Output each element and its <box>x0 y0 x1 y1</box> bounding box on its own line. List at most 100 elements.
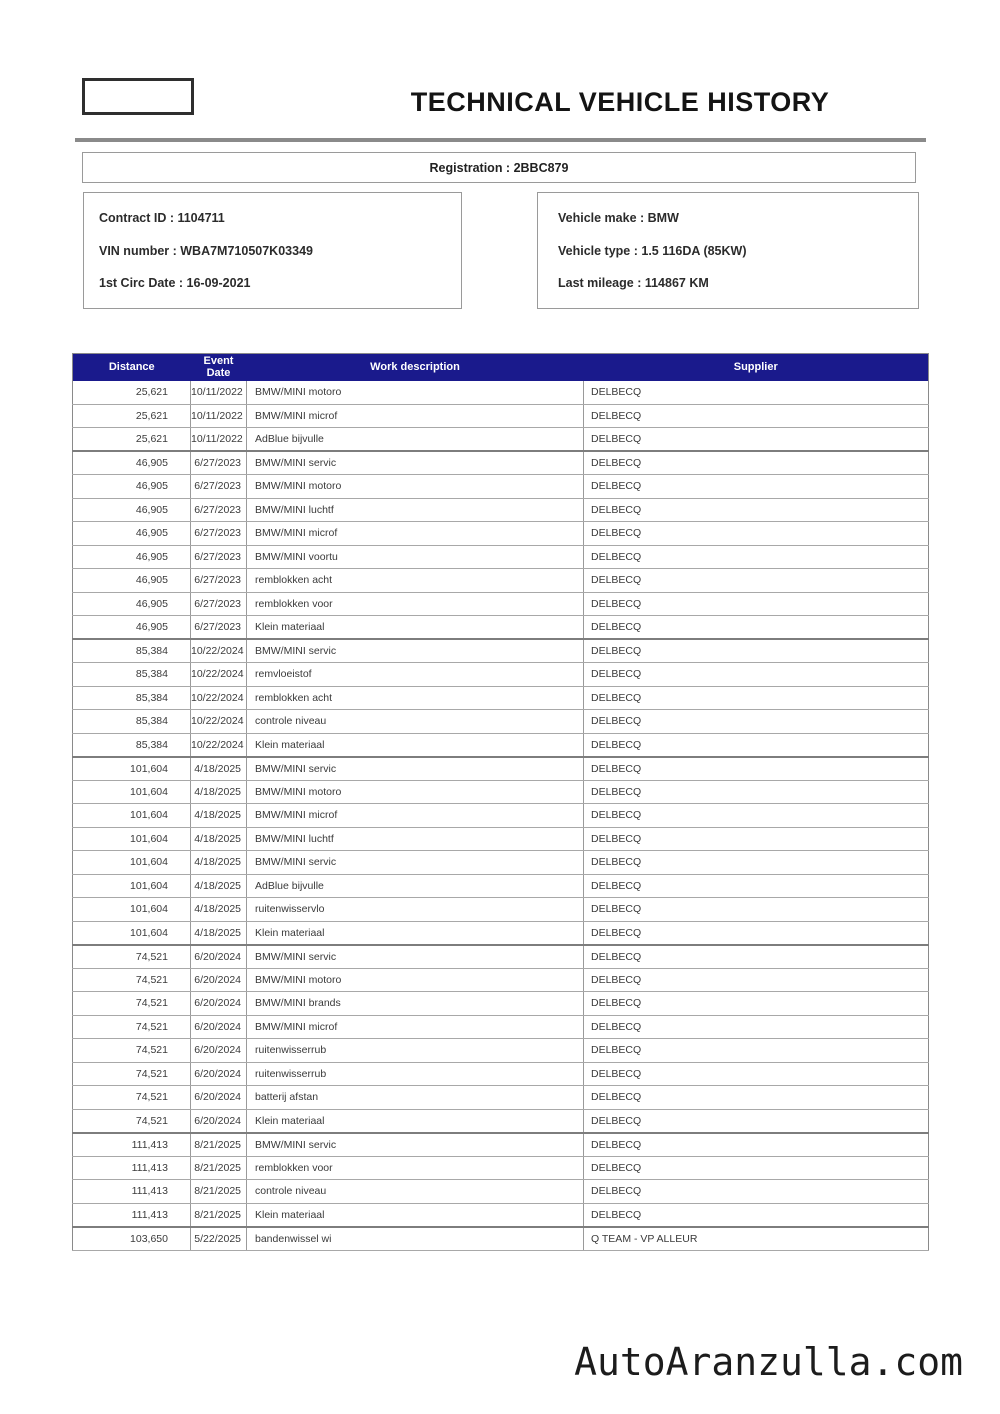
cell-distance: 103,650 <box>72 1226 191 1251</box>
cell-work: BMW/MINI servic <box>246 1132 584 1157</box>
cell-distance: 25,621 <box>72 380 191 405</box>
vehicle-info-box: Vehicle make : BMW Vehicle type : 1.5 11… <box>537 192 919 309</box>
cell-distance: 74,521 <box>72 1015 191 1039</box>
cell-work: BMW/MINI motoro <box>246 380 584 405</box>
cell-distance: 46,905 <box>72 592 191 616</box>
cell-work: ruitenwisserrub <box>246 1062 584 1086</box>
column-header-distance: Distance <box>72 353 191 381</box>
cell-distance: 46,905 <box>72 521 191 546</box>
cell-supplier: DELBECQ <box>583 1203 929 1228</box>
cell-work: AdBlue bijvulle <box>246 874 584 898</box>
table-row: 46,905 6/27/2023 BMW/MINI microf DELBECQ <box>72 521 929 546</box>
table-row: 85,384 10/22/2024 Klein materiaal DELBECQ <box>72 733 929 758</box>
cell-work: BMW/MINI motoro <box>246 474 584 499</box>
table-row: 25,621 10/11/2022 BMW/MINI motoro DELBECQ <box>72 380 929 405</box>
cell-distance: 85,384 <box>72 662 191 687</box>
cell-date: 6/27/2023 <box>190 474 247 499</box>
table-row: 46,905 6/27/2023 BMW/MINI luchtf DELBECQ <box>72 498 929 522</box>
cell-distance: 74,521 <box>72 944 191 969</box>
cell-supplier: DELBECQ <box>583 1109 929 1134</box>
cell-work: Klein materiaal <box>246 1203 584 1228</box>
vin-number-line: VIN number : WBA7M710507K03349 <box>99 243 313 258</box>
cell-work: Klein materiaal <box>246 615 584 640</box>
column-header-work-description: Work description <box>246 353 584 381</box>
cell-supplier: DELBECQ <box>583 1038 929 1063</box>
first-circ-date-line: 1st Circ Date : 16-09-2021 <box>99 275 251 290</box>
contract-info-box: Contract ID : 1104711 VIN number : WBA7M… <box>83 192 462 309</box>
cell-supplier: Q TEAM - VP ALLEUR <box>583 1226 929 1251</box>
contract-id-line: Contract ID : 1104711 <box>99 211 225 226</box>
table-row: 74,521 6/20/2024 BMW/MINI servic DELBECQ <box>72 944 929 969</box>
cell-supplier: DELBECQ <box>583 1156 929 1180</box>
cell-supplier: DELBECQ <box>583 897 929 922</box>
cell-distance: 101,604 <box>72 921 191 946</box>
cell-supplier: DELBECQ <box>583 756 929 781</box>
cell-work: Klein materiaal <box>246 921 584 946</box>
cell-supplier: DELBECQ <box>583 827 929 851</box>
cell-date: 6/27/2023 <box>190 498 247 522</box>
cell-date: 6/20/2024 <box>190 1062 247 1086</box>
cell-supplier: DELBECQ <box>583 1179 929 1204</box>
table-row: 111,413 8/21/2025 Klein materiaal DELBECQ <box>72 1203 929 1228</box>
header-row: Distance Event Date Work description Sup… <box>72 353 929 381</box>
cell-supplier: DELBECQ <box>583 380 929 405</box>
cell-supplier: DELBECQ <box>583 1062 929 1086</box>
cell-work: remblokken acht <box>246 686 584 710</box>
table-row: 46,905 6/27/2023 BMW/MINI motoro DELBECQ <box>72 474 929 499</box>
table-row: 74,521 6/20/2024 ruitenwisserrub DELBECQ <box>72 1038 929 1063</box>
cell-work: BMW/MINI microf <box>246 404 584 428</box>
cell-date: 10/22/2024 <box>190 686 247 710</box>
cell-work: BMW/MINI servic <box>246 850 584 875</box>
cell-supplier: DELBECQ <box>583 615 929 640</box>
cell-date: 8/21/2025 <box>190 1156 247 1180</box>
cell-date: 10/22/2024 <box>190 709 247 734</box>
cell-date: 4/18/2025 <box>190 803 247 828</box>
table-row: 74,521 6/20/2024 BMW/MINI brands DELBECQ <box>72 991 929 1016</box>
table-row: 46,905 6/27/2023 BMW/MINI voortu DELBECQ <box>72 545 929 569</box>
table-row: 46,905 6/27/2023 remblokken acht DELBECQ <box>72 568 929 593</box>
table-row: 74,521 6/20/2024 Klein materiaal DELBECQ <box>72 1109 929 1134</box>
cell-date: 4/18/2025 <box>190 756 247 781</box>
cell-distance: 111,413 <box>72 1156 191 1180</box>
cell-work: remblokken voor <box>246 1156 584 1180</box>
cell-date: 10/22/2024 <box>190 733 247 758</box>
cell-supplier: DELBECQ <box>583 521 929 546</box>
history-table-header: Distance Event Date Work description Sup… <box>72 353 929 381</box>
cell-date: 10/11/2022 <box>190 427 247 452</box>
cell-date: 8/21/2025 <box>190 1132 247 1157</box>
cell-work: BMW/MINI microf <box>246 803 584 828</box>
cell-supplier: DELBECQ <box>583 803 929 828</box>
logo-placeholder-box <box>82 78 194 115</box>
table-row: 111,413 8/21/2025 BMW/MINI servic DELBECQ <box>72 1132 929 1157</box>
registration-label: Registration : 2BBC879 <box>429 160 569 175</box>
cell-supplier: DELBECQ <box>583 733 929 758</box>
cell-date: 8/21/2025 <box>190 1179 247 1204</box>
cell-supplier: DELBECQ <box>583 545 929 569</box>
cell-distance: 74,521 <box>72 991 191 1016</box>
cell-distance: 46,905 <box>72 545 191 569</box>
cell-date: 6/20/2024 <box>190 991 247 1016</box>
cell-work: Klein materiaal <box>246 733 584 758</box>
cell-work: controle niveau <box>246 1179 584 1204</box>
cell-distance: 111,413 <box>72 1132 191 1157</box>
cell-date: 10/22/2024 <box>190 639 247 663</box>
history-table: Distance Event Date Work description Sup… <box>72 353 929 1251</box>
cell-distance: 46,905 <box>72 498 191 522</box>
table-row: 46,905 6/27/2023 Klein materiaal DELBECQ <box>72 615 929 640</box>
cell-date: 6/20/2024 <box>190 1038 247 1063</box>
cell-work: remblokken acht <box>246 568 584 593</box>
cell-work: BMW/MINI voortu <box>246 545 584 569</box>
cell-date: 6/27/2023 <box>190 521 247 546</box>
cell-date: 6/20/2024 <box>190 1085 247 1110</box>
cell-distance: 101,604 <box>72 803 191 828</box>
cell-supplier: DELBECQ <box>583 1015 929 1039</box>
vehicle-type-line: Vehicle type : 1.5 116DA (85KW) <box>558 243 747 258</box>
cell-date: 5/22/2025 <box>190 1226 247 1251</box>
table-row: 101,604 4/18/2025 BMW/MINI servic DELBECQ <box>72 756 929 781</box>
cell-distance: 101,604 <box>72 827 191 851</box>
registration-box: Registration : 2BBC879 <box>82 152 916 183</box>
cell-supplier: DELBECQ <box>583 474 929 499</box>
cell-supplier: DELBECQ <box>583 944 929 969</box>
cell-work: BMW/MINI luchtf <box>246 498 584 522</box>
